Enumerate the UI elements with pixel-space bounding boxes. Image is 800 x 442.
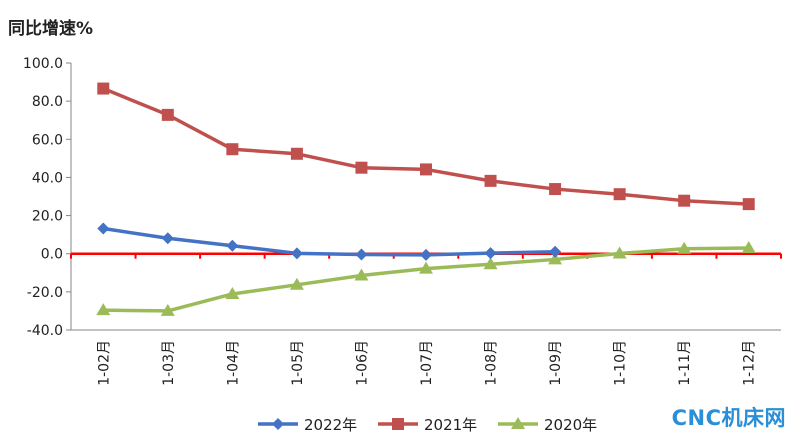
data-point-2022年: [420, 248, 432, 261]
data-point-2022年: [484, 247, 497, 260]
legend-label: 2020年: [544, 416, 597, 434]
data-point-2021年: [161, 108, 174, 121]
data-point-2021年: [678, 194, 691, 207]
legend-label: 2021年: [424, 416, 477, 434]
y-tick-label: 0.0: [41, 247, 63, 263]
y-tick-label: 100.0: [23, 56, 63, 72]
y-axis-title: 同比增速%: [8, 19, 94, 39]
data-point-2020年: [483, 257, 498, 270]
x-tick-label: 1-04月: [225, 340, 241, 386]
y-tick-label: 20.0: [32, 209, 63, 225]
data-point-2020年: [225, 286, 240, 299]
x-tick-label: 1-06月: [354, 340, 370, 386]
data-point-2020年: [289, 277, 304, 290]
data-point-2021年: [290, 147, 303, 160]
legend-marker: [511, 417, 525, 429]
y-tick-label: -20.0: [27, 285, 63, 301]
data-point-2022年: [549, 245, 562, 258]
x-tick-label: 1-10月: [613, 340, 629, 386]
data-point-2020年: [677, 241, 692, 254]
legend-marker: [272, 418, 284, 430]
data-point-2022年: [355, 248, 368, 261]
y-tick-label: 40.0: [32, 170, 63, 186]
x-tick-label: 1-09月: [548, 340, 564, 386]
x-tick-label: 1-05月: [290, 340, 306, 386]
data-point-2022年: [226, 239, 239, 252]
y-tick-label: 60.0: [32, 132, 63, 148]
watermark: CNC机床网: [671, 406, 786, 430]
data-point-2022年: [290, 247, 303, 260]
x-tick-label: 1-02月: [96, 340, 112, 386]
data-point-2021年: [613, 188, 626, 201]
y-tick-label: -40.0: [27, 323, 63, 339]
x-tick-label: 1-11月: [677, 340, 693, 386]
data-point-2020年: [160, 303, 175, 316]
y-tick-label: 80.0: [32, 94, 63, 110]
data-point-2020年: [354, 268, 369, 281]
series-line-2021年: [102, 86, 749, 206]
data-point-2020年: [741, 240, 756, 253]
x-tick-label: 1-12月: [742, 340, 758, 386]
data-point-2020年: [96, 303, 111, 316]
data-point-2021年: [355, 161, 368, 174]
data-point-2022年: [161, 232, 174, 245]
series-line-2022年: [103, 226, 556, 257]
data-point-2021年: [549, 183, 562, 196]
data-point-2022年: [97, 222, 110, 235]
x-tick-label: 1-08月: [484, 340, 500, 386]
data-point-2020年: [548, 252, 563, 265]
legend-marker: [392, 418, 404, 430]
data-point-2021年: [226, 143, 239, 156]
data-point-2021年: [742, 198, 755, 211]
x-tick-label: 1-07月: [419, 340, 435, 386]
data-point-2020年: [419, 261, 433, 274]
data-point-2021年: [420, 163, 432, 176]
legend-label: 2022年: [304, 416, 357, 434]
data-point-2021年: [97, 82, 110, 95]
data-point-2020年: [612, 246, 627, 259]
x-tick-label: 1-03月: [161, 340, 177, 386]
data-point-2021年: [484, 174, 497, 187]
